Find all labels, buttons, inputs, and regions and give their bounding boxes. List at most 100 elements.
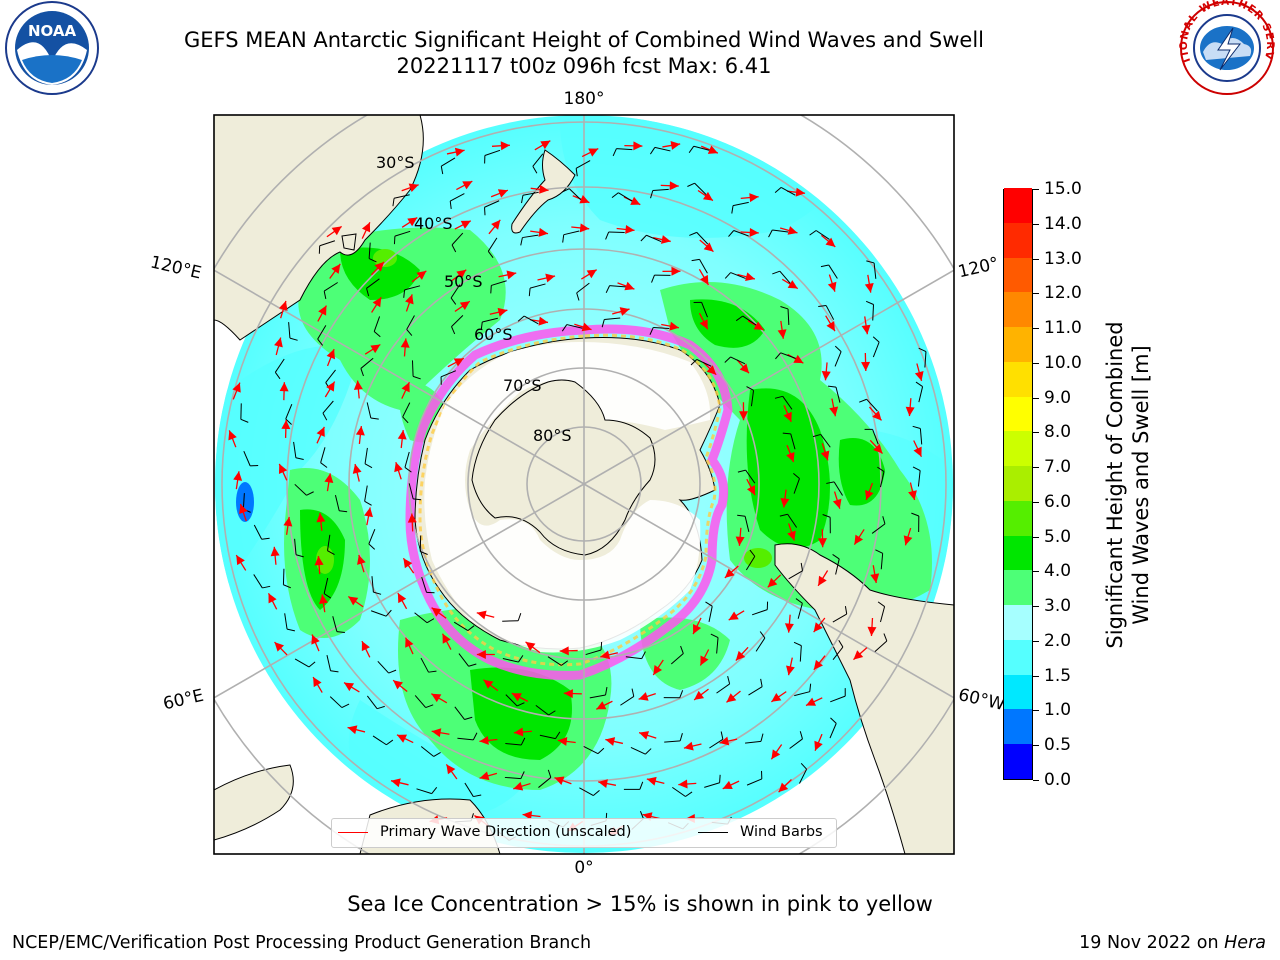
wind-barb-feather: [611, 192, 619, 199]
wave-direction-arrowhead: [511, 693, 522, 702]
wave-direction-arrowhead: [283, 516, 293, 527]
colorbar-band: [1004, 222, 1032, 258]
wind-barb-feather: [883, 633, 888, 642]
wind-barb-feather: [918, 347, 927, 353]
wave-direction-arrowhead: [813, 622, 823, 633]
wave-direction-arrowhead: [813, 659, 823, 670]
wave-direction-arrowhead: [278, 300, 288, 311]
wave-direction-arrowhead: [281, 419, 291, 430]
wave-direction-arrowhead: [476, 650, 486, 660]
wind-barb-feather: [576, 292, 580, 301]
wind-barb: [454, 706, 465, 720]
wind-barb: [450, 284, 461, 299]
wave-direction-arrowhead: [390, 778, 401, 788]
wave-direction-arrowhead: [559, 646, 569, 656]
wind-barb-feather: [818, 305, 827, 308]
wind-barb: [787, 513, 798, 528]
wind-barb-feather: [737, 514, 746, 517]
wave-direction-arrowhead: [746, 485, 756, 496]
wave-direction-arrowhead: [826, 321, 835, 332]
wind-barb: [377, 660, 390, 674]
colorbar-band: [1004, 326, 1032, 362]
wave-direction-arrowhead: [707, 145, 718, 154]
wind-barb: [451, 315, 464, 327]
wave-direction-arrowhead: [749, 227, 759, 237]
wave-direction-arrowhead: [456, 269, 467, 279]
wave-direction-arrowhead: [865, 490, 874, 501]
wind-barb-feather: [877, 466, 885, 472]
wind-barb: [402, 402, 411, 418]
colorbar-tick-label: 15.0: [1044, 179, 1082, 199]
wave-direction-arrowhead: [352, 464, 362, 474]
colorbar-tick-mark: [1033, 223, 1039, 225]
wind-barb-feather: [775, 352, 782, 360]
colorbar-band: [1004, 604, 1032, 640]
colorbar-title: Significant Height of Combined Wind Wave…: [1102, 321, 1154, 648]
colorbar: [1003, 187, 1033, 780]
wind-barb: [366, 695, 378, 709]
colorbar-tick-label: 1.5: [1044, 665, 1072, 686]
wind-barb: [589, 694, 606, 699]
wind-barb-feather: [240, 418, 249, 423]
wind-barb: [742, 315, 757, 326]
colorbar-tick-mark: [1033, 432, 1039, 434]
wave-direction-arrowhead: [361, 222, 371, 233]
legend-wind-swatch: [698, 831, 728, 833]
wave-direction-arrowhead: [442, 633, 451, 644]
wave-direction-arrowhead: [771, 749, 781, 760]
wave-direction-arrowhead: [827, 281, 837, 292]
wind-barb-feather: [373, 331, 381, 338]
wind-barb: [799, 645, 802, 662]
wave-direction-arrowhead: [361, 641, 370, 652]
wave-direction-arrowhead: [513, 727, 524, 737]
wind-barb-feather: [440, 166, 444, 175]
wind-barb: [618, 192, 633, 202]
wind-barb: [576, 282, 590, 294]
wind-barb: [288, 322, 291, 339]
colorbar-tick-label: 0.5: [1044, 735, 1072, 756]
wind-barb-feather: [431, 787, 438, 794]
wind-barb-feather: [517, 315, 525, 322]
wave-direction-arrowhead: [735, 650, 746, 661]
wind-barb-feather: [464, 716, 473, 721]
wave-direction-arrowhead: [397, 430, 407, 440]
wind-barb-feather: [561, 324, 568, 332]
colorbar-tick-mark: [1033, 293, 1039, 295]
wind-barb: [696, 232, 709, 245]
wave-direction-arrowhead: [460, 220, 471, 229]
wind-barb: [317, 325, 327, 340]
wind-barb: [873, 262, 877, 279]
wave-direction-arrowhead: [563, 689, 573, 699]
wave-direction-arrowhead: [274, 337, 283, 348]
wave-direction-arrowhead: [372, 297, 382, 308]
map-area: [214, 115, 954, 854]
wave-direction-arrowhead: [326, 349, 336, 360]
wave-direction-arrowhead: [818, 575, 827, 586]
wind-barb: [408, 483, 414, 499]
wind-barb-feather: [306, 491, 314, 496]
wind-barb: [833, 481, 843, 496]
nws-logo-text: NATIONAL WEATHER SERVICE: [0, 0, 1275, 66]
wind-barb: [815, 230, 830, 240]
wind-barb: [694, 182, 707, 195]
wind-barb-feather: [593, 789, 600, 796]
wind-barb: [457, 737, 474, 741]
wind-barb: [505, 743, 522, 746]
colorbar-tick-label: 2.0: [1044, 630, 1072, 651]
colorbar-band: [1004, 291, 1032, 328]
wind-barb-feather: [412, 375, 421, 380]
wave-direction-arrowhead: [400, 338, 410, 348]
wind-barb: [879, 606, 886, 623]
wind-barb: [750, 390, 755, 407]
wave-direction-arrowhead: [278, 463, 288, 474]
wave-direction-arrowhead: [600, 650, 611, 660]
wind-barb-feather: [364, 500, 372, 506]
lon-label-180: 180°: [563, 89, 605, 109]
wind-barb-feather: [528, 288, 531, 297]
wind-barb: [449, 193, 465, 202]
wind-barb-feather: [518, 655, 524, 663]
wind-barb: [701, 302, 708, 318]
wind-barb: [366, 402, 372, 419]
wind-barb: [630, 746, 646, 755]
wave-direction-arrowhead: [331, 226, 342, 236]
